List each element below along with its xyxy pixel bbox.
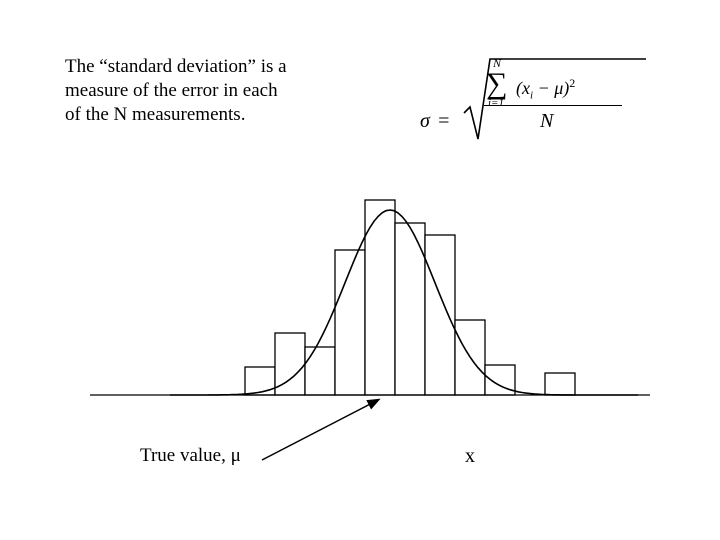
formula-denominator: N xyxy=(540,110,553,133)
desc-line-3: of the N measurements. xyxy=(65,104,245,125)
histogram-bar-2 xyxy=(305,347,335,395)
desc-line-1: The “standard deviation” is a xyxy=(65,56,287,77)
fraction-line xyxy=(484,105,622,106)
term-minus: − xyxy=(533,78,554,98)
description-text: The “standard deviation” is a measure of… xyxy=(65,55,325,126)
histogram-bar-9 xyxy=(545,373,575,395)
true-value-label: True value, μ xyxy=(140,445,241,467)
chart-svg xyxy=(90,185,650,415)
histogram-chart xyxy=(90,185,650,415)
stddev-formula: σ = N ∑ i=1 (xi − μ)2 N xyxy=(420,55,650,155)
sum-symbol: ∑ xyxy=(486,67,507,101)
histogram-bar-0 xyxy=(245,367,275,395)
sum-lower-limit: i=1 xyxy=(488,97,504,109)
term-mu: μ xyxy=(554,78,563,98)
formula-lhs: σ = xyxy=(420,110,451,133)
histogram-bar-6 xyxy=(425,235,455,395)
sum-term: (xi − μ)2 xyxy=(516,76,575,102)
term-x: x xyxy=(522,78,530,98)
slide-root: The “standard deviation” is a measure of… xyxy=(0,0,720,540)
term-sup: 2 xyxy=(569,76,575,90)
true-value-text: True value, μ xyxy=(140,445,241,466)
desc-line-2: measure of the error in each xyxy=(65,80,278,101)
x-axis-label: x xyxy=(465,445,475,468)
